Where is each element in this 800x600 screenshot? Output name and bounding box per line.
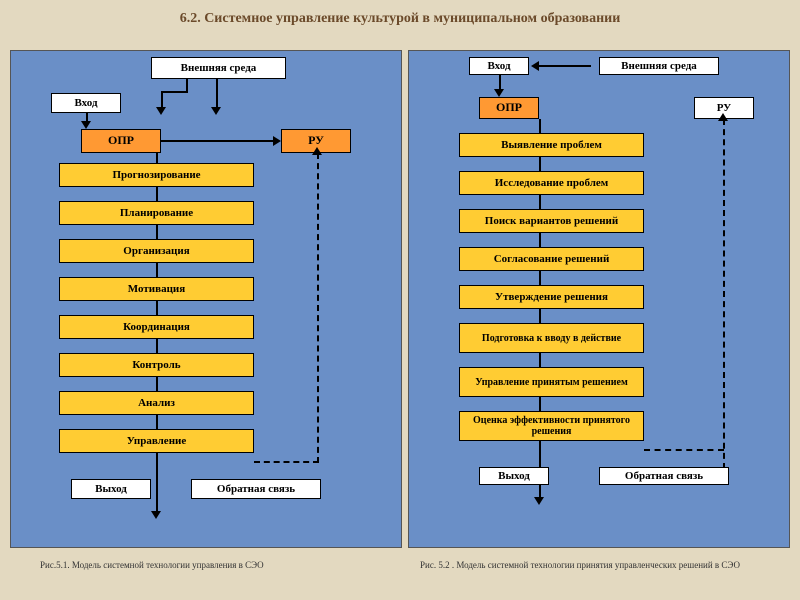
panel-left: Внешняя среда Вход ОПР РУ Прогно [10, 50, 402, 548]
panels: Внешняя среда Вход ОПР РУ Прогно [10, 50, 790, 548]
stage-l-2: Организация [59, 239, 254, 263]
stage-l-6: Анализ [59, 391, 254, 415]
input-left: Вход [51, 93, 121, 113]
opr-left: ОПР [81, 129, 161, 153]
stage-r-2: Поиск вариантов решений [459, 209, 644, 233]
stage-r-7: Оценка эффективности принятого решения [459, 411, 644, 441]
stage-r-0: Выявление проблем [459, 133, 644, 157]
stage-r-3: Согласование решений [459, 247, 644, 271]
feedback-left: Обратная связь [191, 479, 321, 499]
caption-left: Рис.5.1. Модель системной технологии упр… [40, 560, 264, 570]
ext-env-left: Внешняя среда [151, 57, 286, 79]
stage-l-7: Управление [59, 429, 254, 453]
stage-r-6: Управление принятым решением [459, 367, 644, 397]
stage-l-5: Контроль [59, 353, 254, 377]
opr-right: ОПР [479, 97, 539, 119]
page: 6.2. Системное управление культурой в му… [0, 0, 800, 600]
ext-env-right: Внешняя среда [599, 57, 719, 75]
stage-l-0: Прогнозирование [59, 163, 254, 187]
output-right: Выход [479, 467, 549, 485]
stage-l-4: Координация [59, 315, 254, 339]
output-left: Выход [71, 479, 151, 499]
input-right: Вход [469, 57, 529, 75]
feedback-right: Обратная связь [599, 467, 729, 485]
stage-l-3: Мотивация [59, 277, 254, 301]
stage-r-5: Подготовка к вводу в действие [459, 323, 644, 353]
caption-right: Рис. 5.2 . Модель системной технологии п… [420, 560, 740, 570]
stage-r-4: Утверждение решения [459, 285, 644, 309]
panel-right: Вход Внешняя среда ОПР РУ Выявление проб… [408, 50, 790, 548]
stage-r-1: Исследование проблем [459, 171, 644, 195]
stage-l-1: Планирование [59, 201, 254, 225]
page-title: 6.2. Системное управление культурой в му… [0, 0, 800, 38]
